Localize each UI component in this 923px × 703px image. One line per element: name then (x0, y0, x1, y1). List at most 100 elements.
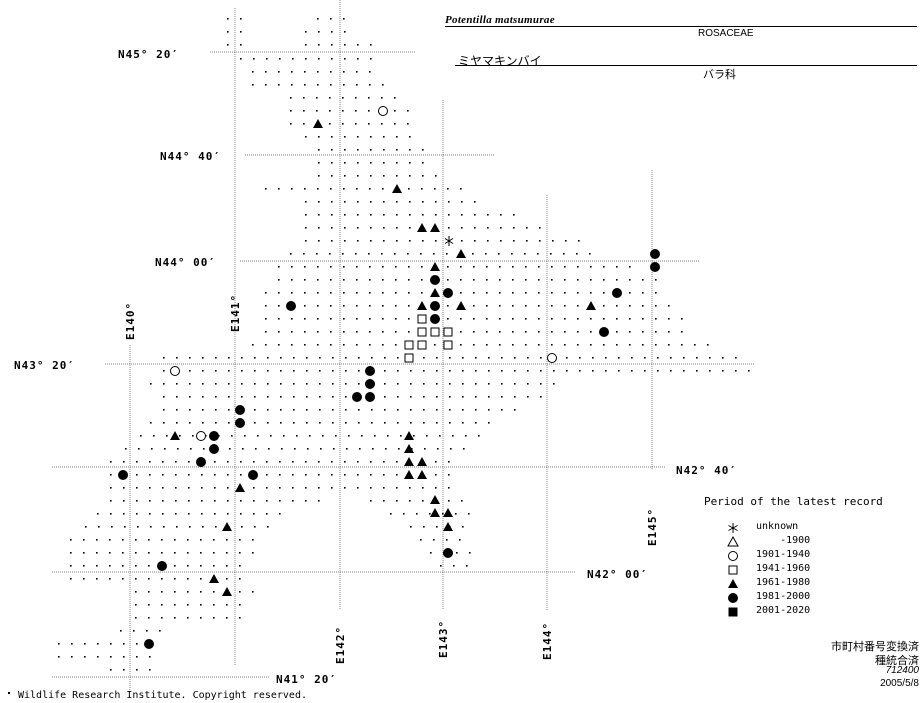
mesh-dot (383, 149, 385, 151)
mesh-dot (329, 110, 331, 112)
mesh-dot (539, 240, 541, 242)
mesh-dot (254, 526, 256, 528)
mesh-dot (343, 292, 345, 294)
mesh-dot (422, 175, 424, 177)
mesh-dot (270, 435, 272, 437)
mesh-dot (526, 240, 528, 242)
mesh-dot (253, 487, 255, 489)
mesh-dot (200, 552, 202, 554)
mesh-dot (551, 318, 553, 320)
mesh-dot (318, 201, 320, 203)
mesh-dot (267, 357, 269, 359)
mesh-dot (344, 149, 346, 151)
mesh-dot (254, 409, 256, 411)
mesh-dot (268, 448, 270, 450)
mesh-dot (618, 370, 620, 372)
mesh-dot (319, 422, 321, 424)
mesh-dot (280, 396, 282, 398)
title-rule-top (445, 26, 917, 27)
mesh-dot (382, 318, 384, 320)
mesh-dot (163, 357, 165, 359)
mesh-dot (552, 240, 554, 242)
mesh-dot (149, 656, 151, 658)
filled-triangle-record-mark (170, 431, 180, 440)
filled-circle-record-mark (196, 457, 206, 467)
mesh-dot (642, 279, 644, 281)
mesh-dot (416, 513, 418, 515)
open-square-record-mark (404, 340, 414, 350)
mesh-dot (244, 435, 246, 437)
mesh-dot (564, 266, 566, 268)
mesh-dot (317, 188, 319, 190)
lat-label-43-20: N43° 20′ (14, 359, 75, 372)
mesh-dot (385, 448, 387, 450)
mesh-dot (397, 357, 399, 359)
mesh-dot (316, 110, 318, 112)
mesh-dot (605, 357, 607, 359)
mesh-dot (213, 617, 215, 619)
mesh-dot (421, 266, 423, 268)
mesh-dot (214, 474, 216, 476)
filled-triangle-record-mark (417, 301, 427, 310)
mesh-dot (551, 279, 553, 281)
mesh-dot (278, 84, 280, 86)
mesh-dot (316, 97, 318, 99)
mesh-dot (590, 292, 592, 294)
mesh-dot (161, 552, 163, 554)
mesh-dot (538, 344, 540, 346)
mesh-dot (150, 383, 152, 385)
mesh-dot (305, 487, 307, 489)
mesh-dot (668, 305, 670, 307)
mesh-dot (381, 97, 383, 99)
mesh-dot (227, 461, 229, 463)
mesh-dot (124, 526, 126, 528)
mesh-dot (436, 383, 438, 385)
mesh-dot (348, 435, 350, 437)
mesh-dot (577, 266, 579, 268)
mesh-dot (397, 396, 399, 398)
mesh-dot (369, 292, 371, 294)
mesh-dot (201, 474, 203, 476)
mesh-dot (176, 396, 178, 398)
filled-circle-record-mark (286, 301, 296, 311)
mesh-dot (537, 253, 539, 255)
mesh-dot (475, 357, 477, 359)
mesh-dot (371, 357, 373, 359)
mesh-dot (370, 461, 372, 463)
mesh-dot (449, 383, 451, 385)
filled-triangle-record-mark (443, 508, 453, 517)
mesh-dot (240, 474, 242, 476)
mesh-dot (513, 214, 515, 216)
mesh-dot (148, 539, 150, 541)
mesh-dot (304, 331, 306, 333)
mesh-dot (96, 578, 98, 580)
mesh-dot (332, 422, 334, 424)
mesh-dot (332, 357, 334, 359)
mesh-dot (187, 604, 189, 606)
mesh-dot (462, 409, 464, 411)
mesh-dot (176, 409, 178, 411)
mesh-dot (278, 292, 280, 294)
mesh-dot (278, 305, 280, 307)
mesh-dot (460, 279, 462, 281)
mesh-dot (498, 253, 500, 255)
mesh-dot (304, 279, 306, 281)
lat-label-42-00: N42° 00′ (587, 568, 648, 581)
mesh-dot (306, 409, 308, 411)
mesh-dot (514, 396, 516, 398)
mesh-dot (657, 370, 659, 372)
mesh-dot (110, 500, 112, 502)
mesh-dot (525, 318, 527, 320)
mesh-dot (84, 656, 86, 658)
mesh-dot (488, 370, 490, 372)
mesh-dot (215, 357, 217, 359)
mesh-dot (109, 539, 111, 541)
mesh-dot (642, 292, 644, 294)
mesh-dot (409, 487, 411, 489)
mesh-dot (469, 552, 471, 554)
mesh-dot (343, 266, 345, 268)
mesh-dot (303, 253, 305, 255)
mesh-dot (226, 539, 228, 541)
mesh-dot (161, 539, 163, 541)
mesh-dot (58, 643, 60, 645)
